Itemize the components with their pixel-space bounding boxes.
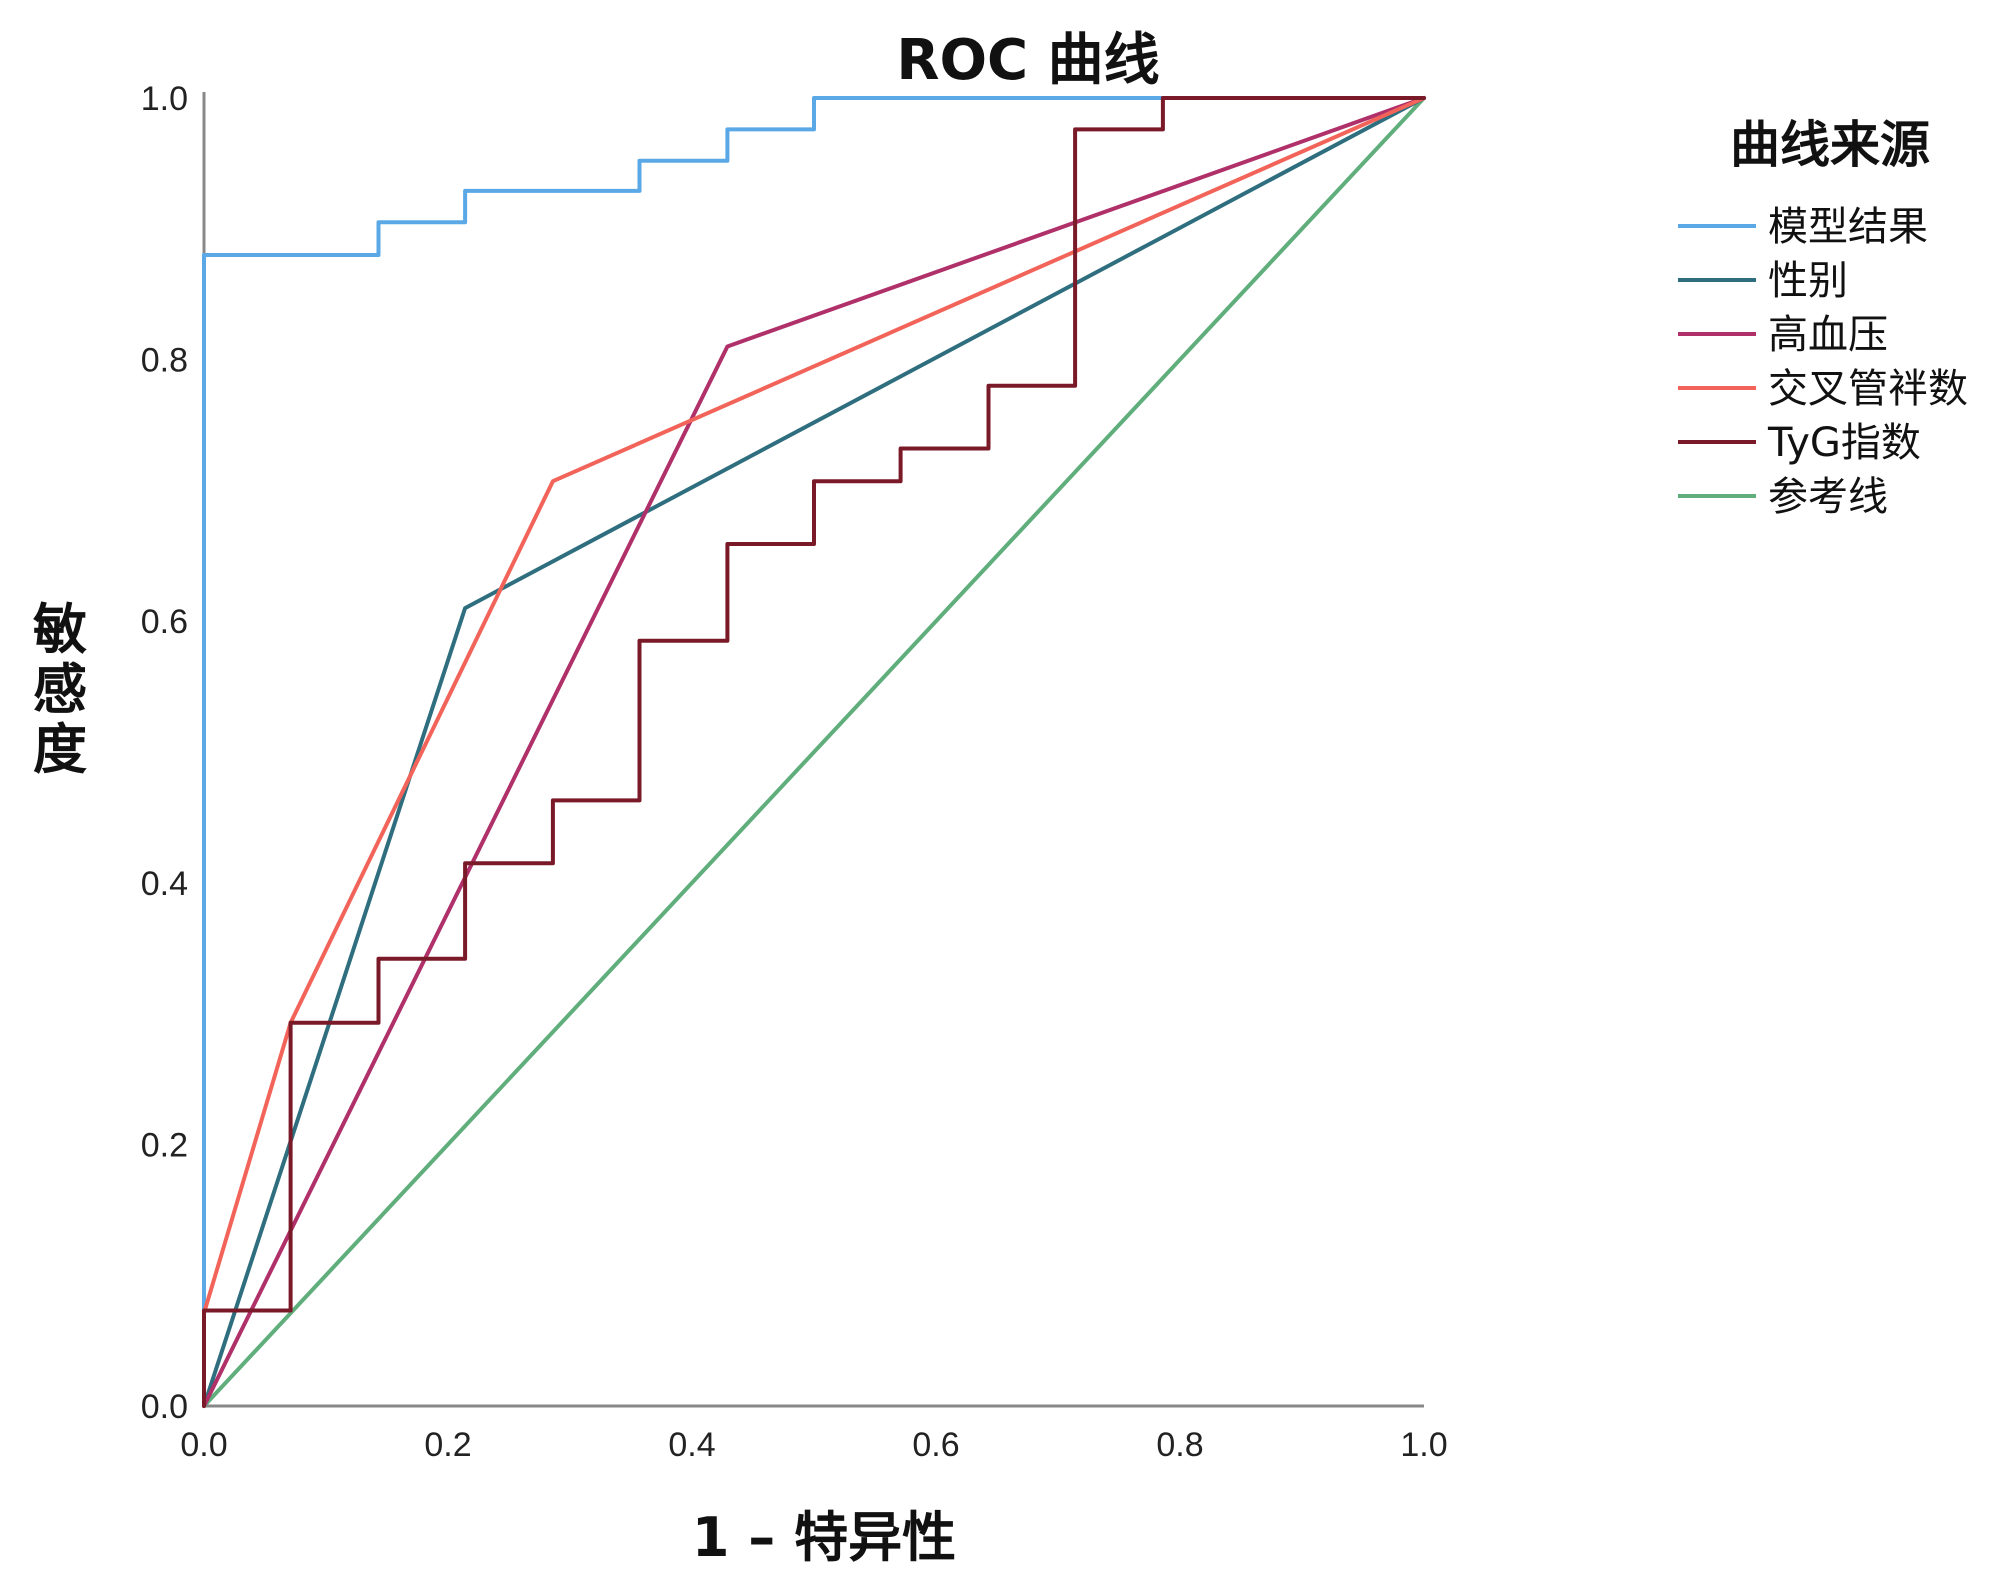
x-tick-label: 0.4 bbox=[668, 1426, 715, 1464]
series-line-3 bbox=[202, 96, 1426, 1408]
chart-title: ROC 曲线 bbox=[896, 28, 1159, 93]
y-tick-label: 1.0 bbox=[141, 80, 188, 118]
legend-title: 曲线来源 bbox=[1730, 116, 1930, 174]
legend-label: 高血压 bbox=[1768, 312, 1888, 358]
y-axis-label: 敏感度 bbox=[33, 598, 87, 781]
x-tick-label: 0.8 bbox=[1156, 1426, 1203, 1464]
series-line-6 bbox=[202, 96, 1426, 1408]
y-tick-label: 0.2 bbox=[141, 1126, 188, 1164]
y-tick-label: 0.0 bbox=[141, 1388, 188, 1426]
x-tick-label: 1.0 bbox=[1400, 1426, 1447, 1464]
x-tick-label: 0.0 bbox=[180, 1426, 227, 1464]
legend-label: 交叉管袢数 bbox=[1768, 366, 1968, 412]
y-tick-label: 0.6 bbox=[141, 603, 188, 641]
legend-label: 参考线 bbox=[1768, 474, 1888, 520]
y-tick-label: 0.4 bbox=[141, 865, 188, 903]
legend-label: 性别 bbox=[1768, 258, 1848, 304]
legend-label: TyG指数 bbox=[1767, 420, 1921, 466]
series-line-1 bbox=[202, 96, 1426, 1408]
plot-area: 0.0 0.2 0.4 0.6 0.8 1.0 0.0 0.2 0.4 0.6 0.8 1.0 bbox=[141, 80, 1448, 1464]
y-tick-label: 0.8 bbox=[141, 342, 188, 380]
x-tick-label: 0.2 bbox=[424, 1426, 471, 1464]
x-axis-label: 1 – 特异性 bbox=[692, 1506, 956, 1569]
series-line-5 bbox=[202, 96, 1426, 1408]
legend-label: 模型结果 bbox=[1768, 204, 1928, 250]
x-tick-label: 0.6 bbox=[912, 1426, 959, 1464]
